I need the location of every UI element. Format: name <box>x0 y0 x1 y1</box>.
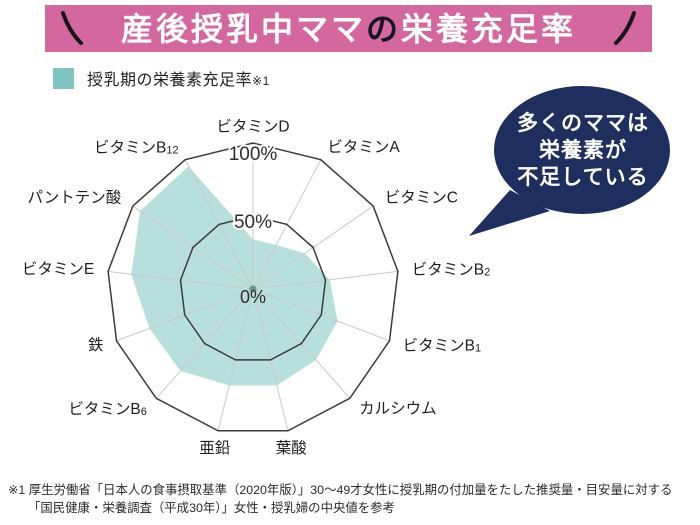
legend-swatch <box>53 67 74 89</box>
axis-label: パントテン酸 <box>28 189 122 207</box>
axis-label: ビタミンB1 <box>403 336 481 355</box>
title-part-particle: の <box>365 10 401 47</box>
speech-bubble-body <box>494 86 670 214</box>
footnote-line-2: 「国民健康・栄養調査（平成30年）」女性・授乳婦の中央値を参考 <box>28 501 395 515</box>
title-bar: 産後授乳中ママの栄養充足率 <box>45 5 652 52</box>
bubble-line-3: 不足している <box>517 166 649 189</box>
bubble-line-1: 多くのママは <box>517 112 649 135</box>
speech-bubble <box>469 86 670 236</box>
axis-label: ビタミンB2 <box>412 260 490 279</box>
legend: 授乳期の栄養素充足率※1 <box>53 66 270 90</box>
tick-label: 0% <box>240 287 266 307</box>
legend-note-ref: ※1 <box>252 74 270 88</box>
axis-label: 葉酸 <box>276 439 308 457</box>
axis-label: ビタミンC <box>385 189 458 207</box>
accent-stroke-left-icon <box>61 11 83 45</box>
grid-ring-100 <box>107 142 399 432</box>
tick-label: 100% <box>229 144 278 165</box>
axis-label: ビタミンA <box>327 138 400 156</box>
axis-label: ビタミンE <box>22 260 94 278</box>
axis-label: ビタミンD <box>216 118 289 136</box>
grid-ring-50 <box>179 215 327 361</box>
speech-bubble-text: 多くのママは 栄養素が 不足している <box>497 110 669 191</box>
axis-label: 鉄 <box>88 336 104 354</box>
accent-stroke-right-icon <box>614 11 636 45</box>
footnote: ※1 厚生労働省「日本人の食事摂取基準（2020年版）」30～49才女性に授乳期… <box>8 481 672 517</box>
footnote-line-1: ※1 厚生労働省「日本人の食事摂取基準（2020年版）」30～49才女性に授乳期… <box>8 483 673 497</box>
tick-label: 50% <box>234 212 272 233</box>
axis-label: 亜鉛 <box>199 439 230 457</box>
page-title: 産後授乳中ママの栄養充足率 <box>121 13 576 45</box>
radar-chart: 100% 50% 0% ビタミンD ビタミンA ビタミンC ビタミンB2 ビタミンB1 カルシウ… <box>22 118 490 457</box>
axis-label: ビタミンB6 <box>68 399 146 418</box>
axis-label: カルシウム <box>359 399 437 417</box>
bubble-line-2: 栄養素が <box>539 139 627 162</box>
title-part-rest: 栄養充足率 <box>401 10 577 47</box>
title-part-main: 産後授乳中ママ <box>120 10 366 47</box>
axis-label: ビタミンB12 <box>94 138 179 157</box>
legend-label: 授乳期の栄養素充足率※1 <box>87 72 270 89</box>
speech-bubble-tail <box>469 190 550 236</box>
center-dot <box>249 285 257 293</box>
